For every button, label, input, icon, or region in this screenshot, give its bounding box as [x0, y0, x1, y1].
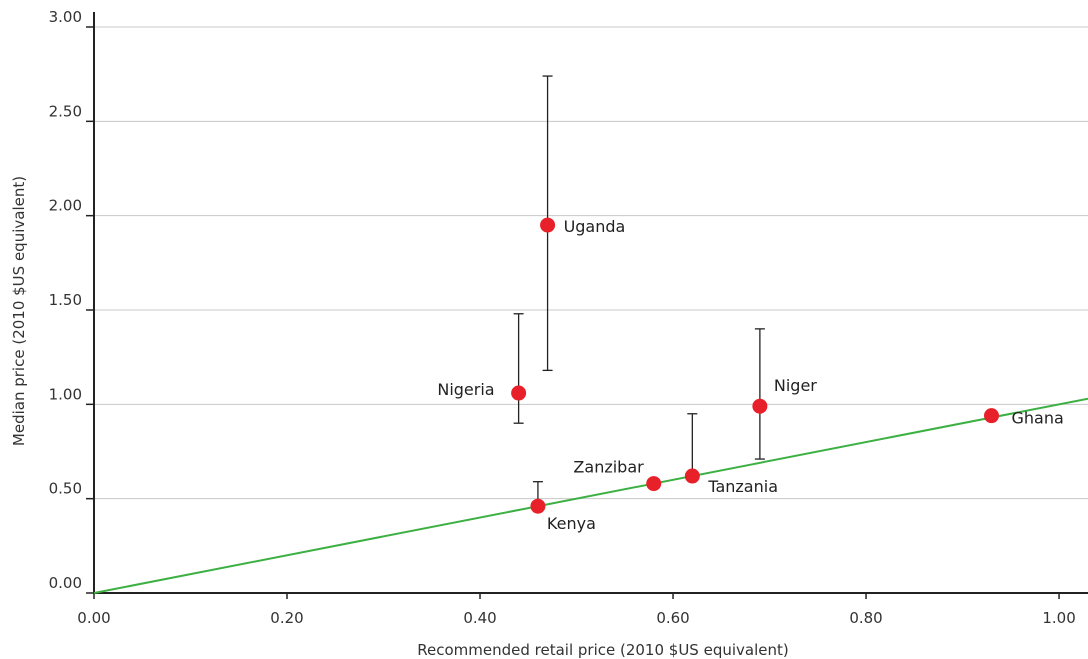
- y-tick-label: 2.00: [49, 197, 82, 215]
- x-tick-label: 0.20: [270, 609, 303, 627]
- x-axis-title: Recommended retail price (2010 $US equiv…: [417, 641, 788, 659]
- y-tick-label: 2.50: [49, 102, 82, 120]
- gridlines: [94, 26, 1088, 500]
- data-point-kenya: [530, 498, 546, 514]
- x-tick-label: 1.00: [1042, 609, 1075, 627]
- point-label-ghana: Ghana: [1011, 409, 1063, 428]
- data-points: [511, 217, 999, 514]
- reference-line: [93, 397, 1088, 594]
- point-label-tanzania: Tanzania: [707, 477, 778, 496]
- point-label-niger: Niger: [774, 376, 817, 395]
- y-tick-label: 0.50: [49, 480, 82, 498]
- data-point-nigeria: [511, 385, 527, 401]
- axes: 0.00 0.50 1.00 1.50 2.00 2.50 3.00 0.00 0.20 0.40…: [49, 8, 1088, 627]
- data-point-uganda: [540, 217, 556, 233]
- y-axis-title: Median price (2010 $US equivalent): [10, 176, 28, 446]
- data-point-zanzibar: [646, 476, 662, 492]
- y-tick-label: 1.50: [49, 291, 82, 309]
- y-tick-label: 0.00: [49, 574, 82, 592]
- x-tick-label: 0.40: [463, 609, 496, 627]
- point-label-kenya: Kenya: [547, 514, 596, 533]
- reference-line-segment: [93, 397, 1088, 594]
- error-bars: [513, 75, 765, 507]
- x-tick-label: 0.80: [849, 609, 882, 627]
- y-tick-label: 1.00: [49, 385, 82, 403]
- data-point-tanzania: [684, 468, 700, 484]
- point-label-zanzibar: Zanzibar: [573, 458, 644, 477]
- data-point-ghana: [983, 408, 999, 424]
- y-tick-label: 3.00: [49, 8, 82, 26]
- point-label-uganda: Uganda: [564, 217, 626, 236]
- x-tick-label: 0.60: [656, 609, 689, 627]
- point-label-nigeria: Nigeria: [437, 380, 494, 399]
- data-point-niger: [752, 398, 768, 414]
- x-tick-label: 0.00: [77, 609, 110, 627]
- point-labels: Uganda Nigeria Niger Ghana Zanzibar Tanzania K…: [437, 217, 1063, 533]
